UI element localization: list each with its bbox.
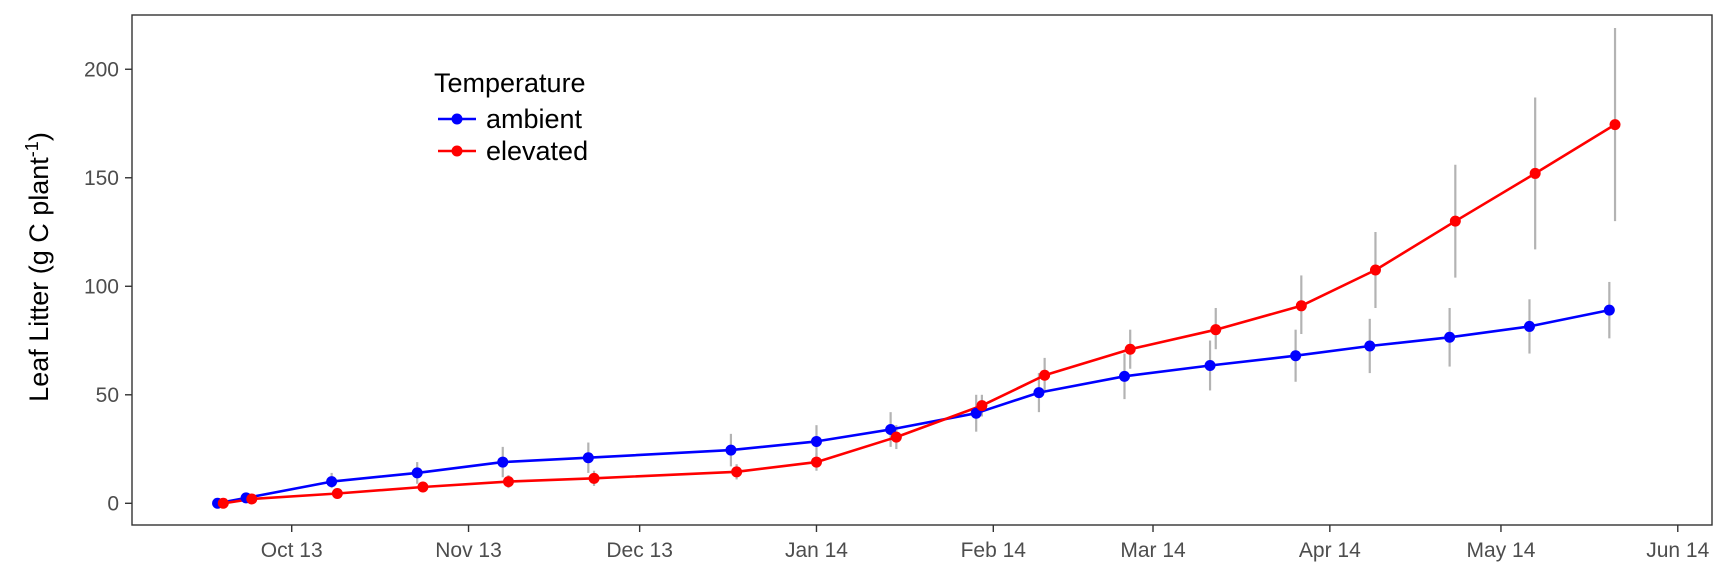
data-point-elevated bbox=[331, 488, 343, 500]
data-point-elevated bbox=[1529, 167, 1541, 179]
x-tick-label: Jan 14 bbox=[785, 539, 848, 562]
y-tick-label: 150 bbox=[84, 167, 119, 190]
panel-border bbox=[131, 14, 1713, 526]
data-point-ambient bbox=[1118, 370, 1130, 382]
x-tick-label: Dec 13 bbox=[606, 539, 673, 562]
data-point-ambient bbox=[582, 452, 594, 464]
y-tick-label: 200 bbox=[84, 58, 119, 81]
data-point-ambient bbox=[411, 467, 423, 479]
data-point-elevated bbox=[502, 476, 514, 488]
series-points bbox=[212, 119, 1621, 509]
x-axis: Oct 13 Nov 13 Dec 13 Jan 14 Feb 14 Mar 14 Apr … bbox=[261, 525, 1710, 562]
data-point-ambient bbox=[1364, 340, 1376, 352]
data-point-ambient bbox=[810, 435, 822, 447]
data-point-elevated bbox=[810, 456, 822, 468]
y-axis-title-superscript: -1 bbox=[22, 141, 42, 157]
y-axis-title-main: Leaf Litter (g C plant bbox=[24, 157, 54, 402]
data-point-ambient bbox=[885, 424, 897, 436]
data-point-ambient bbox=[1603, 304, 1615, 316]
series-lines bbox=[217, 123, 1616, 505]
y-axis-title: Leaf Litter (g C plant-1) bbox=[22, 132, 54, 402]
data-point-elevated bbox=[217, 497, 229, 509]
data-point-ambient bbox=[970, 407, 982, 419]
data-point-elevated bbox=[588, 472, 600, 484]
data-point-ambient bbox=[1290, 350, 1302, 362]
legend-key-point-ambient bbox=[451, 113, 463, 125]
legend-title: Temperature bbox=[434, 68, 586, 98]
y-tick-label: 100 bbox=[84, 275, 119, 298]
data-point-elevated bbox=[417, 481, 429, 493]
x-tick-label: Feb 14 bbox=[961, 539, 1027, 562]
x-tick-label: Apr 14 bbox=[1299, 539, 1361, 562]
legend-label-ambient: ambient bbox=[486, 104, 583, 134]
data-point-ambient bbox=[1033, 387, 1045, 399]
data-point-ambient bbox=[725, 444, 737, 456]
legend-key-point-elevated bbox=[451, 145, 463, 157]
data-point-elevated bbox=[1449, 215, 1461, 227]
data-point-elevated bbox=[1210, 324, 1222, 336]
data-point-elevated bbox=[1609, 119, 1621, 131]
data-point-elevated bbox=[1295, 300, 1307, 312]
x-tick-label: Nov 13 bbox=[435, 539, 502, 562]
x-tick-label: Mar 14 bbox=[1120, 539, 1186, 562]
data-point-ambient bbox=[1444, 331, 1456, 343]
y-tick-label: 50 bbox=[96, 384, 119, 407]
data-point-ambient bbox=[497, 456, 509, 468]
data-point-elevated bbox=[731, 466, 743, 478]
y-axis-title-close: ) bbox=[24, 132, 54, 141]
x-tick-label: May 14 bbox=[1467, 539, 1536, 562]
data-point-ambient bbox=[1523, 320, 1535, 332]
data-point-ambient bbox=[326, 476, 338, 488]
series-line-elevated bbox=[223, 123, 1616, 505]
x-tick-label: Oct 13 bbox=[261, 539, 323, 562]
y-axis: 0 50 100 150 200 bbox=[84, 58, 132, 515]
data-point-elevated bbox=[1124, 343, 1136, 355]
x-tick-label: Jun 14 bbox=[1646, 539, 1709, 562]
data-point-elevated bbox=[976, 400, 988, 412]
data-point-elevated bbox=[890, 431, 902, 443]
data-point-ambient bbox=[1204, 359, 1216, 371]
data-point-elevated bbox=[246, 493, 258, 505]
data-point-elevated bbox=[1369, 264, 1381, 276]
legend-label-elevated: elevated bbox=[486, 136, 588, 166]
data-point-elevated bbox=[1039, 369, 1051, 381]
series-line-ambient bbox=[217, 308, 1610, 505]
y-tick-label: 0 bbox=[107, 492, 119, 515]
